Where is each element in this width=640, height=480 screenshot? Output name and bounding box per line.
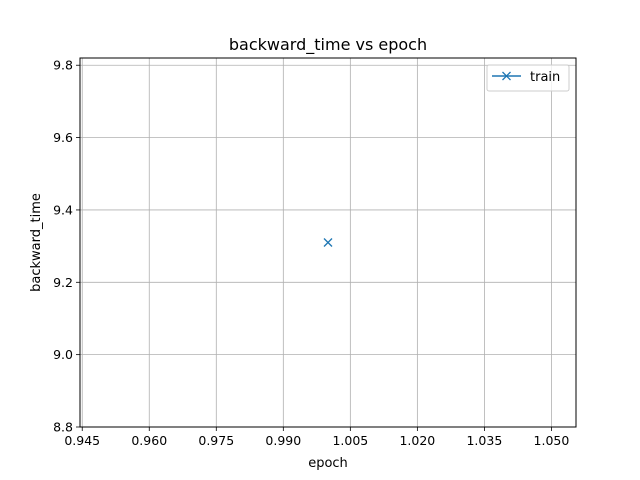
x-tick-label: 0.960 <box>131 433 167 448</box>
y-axis-label: backward_time <box>29 193 44 292</box>
data-point-train <box>323 238 333 247</box>
y-axis-ticks: 8.8 9.0 9.2 9.4 9.6 9.8 <box>53 58 80 435</box>
chart-title: backward_time vs epoch <box>229 35 427 55</box>
x-axis-ticks: 0.945 0.960 0.975 0.990 1.005 1.020 1.035 1.050 <box>64 427 569 448</box>
y-tick-label: 9.2 <box>53 275 73 290</box>
legend-x-marker <box>502 71 511 81</box>
x-tick-label: 0.990 <box>265 433 301 448</box>
legend-label-train: train <box>530 70 560 85</box>
y-tick-label: 9.8 <box>53 58 73 73</box>
y-tick-label: 9.4 <box>53 202 73 217</box>
x-tick-label: 1.035 <box>466 433 502 448</box>
y-tick-label: 9.0 <box>53 347 73 362</box>
plot-series <box>323 238 333 247</box>
legend-marker-train <box>502 71 511 81</box>
x-tick-label: 1.020 <box>399 433 435 448</box>
x-tick-label: 1.050 <box>534 433 570 448</box>
x-tick-label: 0.975 <box>198 433 234 448</box>
x-axis-label: epoch <box>308 456 348 471</box>
x-tick-label: 0.945 <box>64 433 100 448</box>
plot-frame <box>79 57 577 428</box>
x-tick-label: 1.005 <box>332 433 368 448</box>
legend: train <box>486 64 570 92</box>
legend-box <box>486 64 570 92</box>
y-tick-label: 8.8 <box>53 420 73 435</box>
y-tick-label: 9.6 <box>53 130 73 145</box>
